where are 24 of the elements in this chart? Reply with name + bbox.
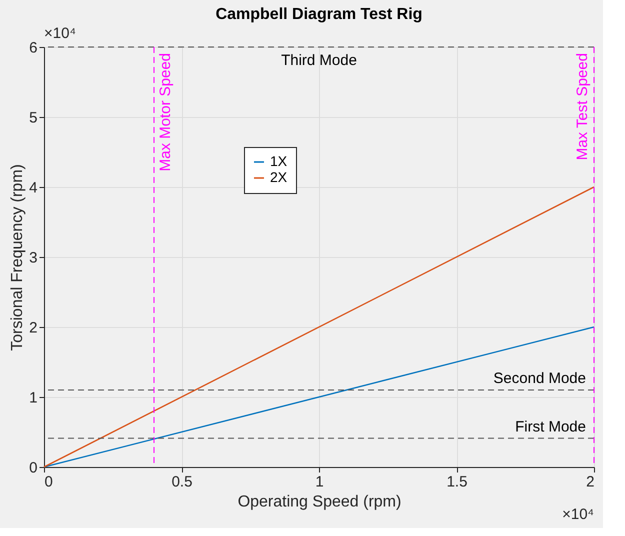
x-tick-label: 2: [586, 474, 594, 490]
text: ×10⁴: [44, 25, 76, 42]
ref-line-label: Second Mode: [493, 370, 586, 387]
x-tick-label: 0.5: [172, 474, 192, 490]
ref-line-label: First Mode: [515, 418, 586, 436]
legend-label: 2X: [270, 169, 288, 185]
y-tick-label: 0: [29, 460, 38, 476]
x-tick-label: 1.5: [446, 474, 468, 490]
y-tick-label: 2: [29, 320, 38, 336]
y-tick-label: 4: [29, 180, 38, 196]
y-tick-label: 5: [29, 110, 38, 126]
x-tick-label: 1: [315, 474, 324, 490]
y-tick-label: 6: [29, 40, 38, 56]
y-tick-label: 1: [29, 390, 38, 406]
text: ×10⁴: [562, 506, 594, 523]
x-axis-title: Operating Speed (rpm): [238, 494, 402, 510]
ref-line-label: Third Mode: [281, 52, 357, 69]
legend-label: 1X: [270, 153, 288, 169]
y-tick-label: 3: [29, 250, 38, 266]
chart-title: Campbell Diagram Test Rig: [216, 6, 422, 23]
y-axis-title: Torsional Frequency (rpm): [9, 164, 26, 351]
ref-line-label: Max Motor Speed: [157, 53, 174, 172]
x-tick-label: 0: [44, 474, 53, 490]
ref-line-label: Max Test Speed: [574, 53, 591, 160]
